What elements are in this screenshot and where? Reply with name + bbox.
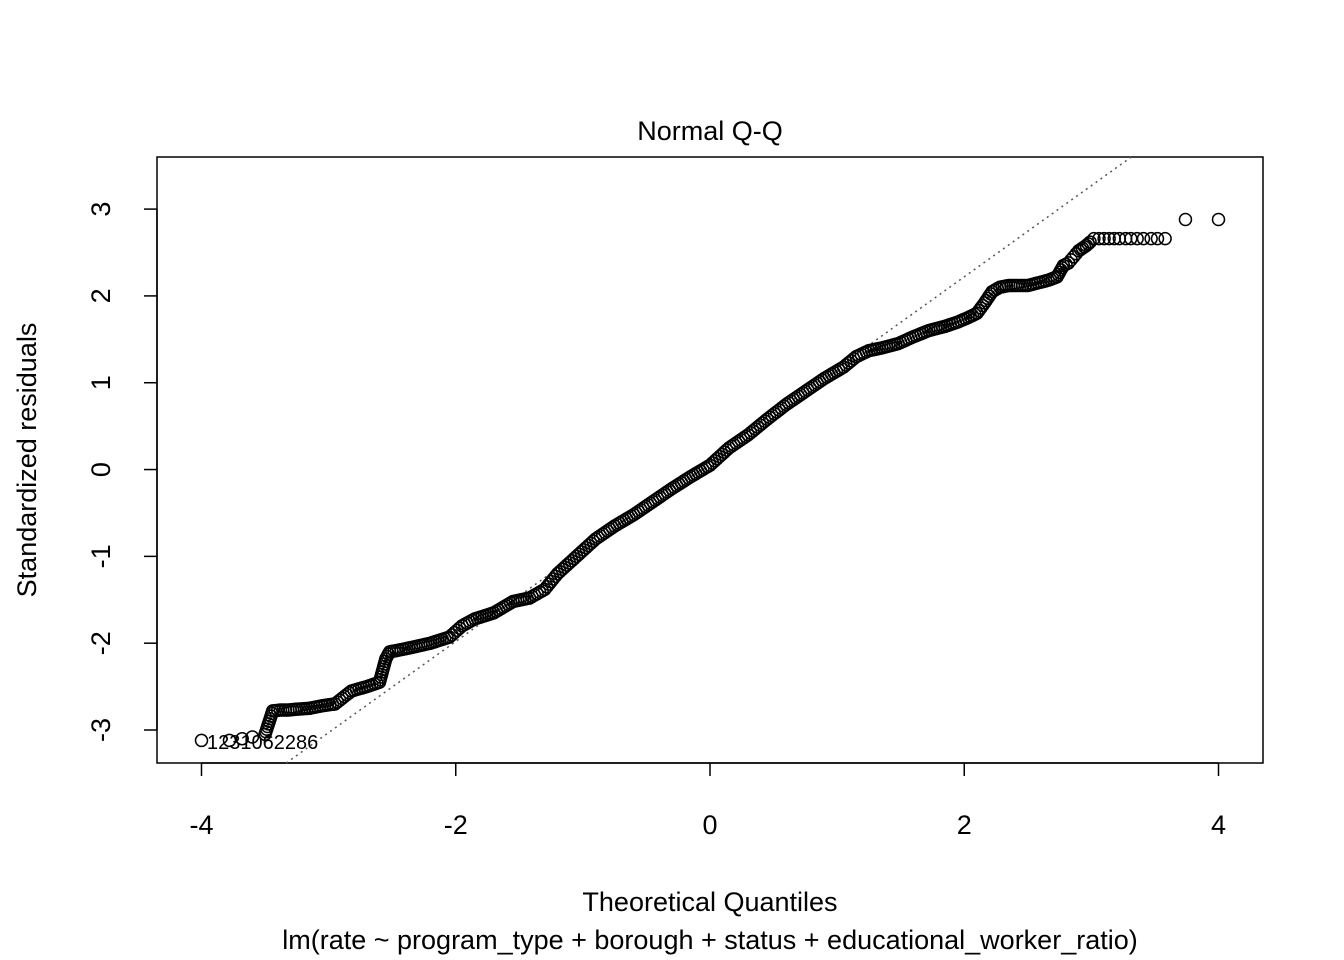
data-point <box>1107 231 1122 246</box>
data-point <box>1092 231 1106 246</box>
y-tick-label: 3 <box>86 202 116 217</box>
chart-title: Normal Q-Q <box>637 116 783 146</box>
data-point <box>245 730 260 744</box>
axes: -4 -2 0 2 4 -3 -2 -1 0 1 2 3 <box>86 202 1226 840</box>
data-point <box>258 727 272 742</box>
x-tick-label: -4 <box>189 810 213 840</box>
data-point <box>1158 231 1172 246</box>
data-point <box>1102 231 1116 246</box>
x-tick-label: 4 <box>1211 810 1226 840</box>
data-point <box>194 733 209 748</box>
y-tick-label: 0 <box>86 462 116 477</box>
model-formula-subtitle: lm(rate ~ program_type + borough + statu… <box>282 925 1137 955</box>
data-point <box>1150 231 1165 246</box>
x-tick-label: 0 <box>702 810 717 840</box>
y-tick-label: -1 <box>86 544 116 568</box>
x-tick-label: 2 <box>957 810 972 840</box>
x-tick-label: -2 <box>444 810 468 840</box>
y-axis-label: Standardized residuals <box>12 323 42 598</box>
x-axis-label: Theoretical Quantiles <box>582 887 837 917</box>
points <box>194 212 1226 748</box>
y-tick-label: -3 <box>86 718 116 742</box>
data-point <box>1211 212 1226 227</box>
data-point <box>222 733 237 748</box>
data-point <box>555 562 569 577</box>
y-tick-label: 1 <box>86 375 116 390</box>
data-point <box>1144 231 1158 246</box>
data-point <box>235 731 249 746</box>
outlier-labels: 1231062286 <box>207 732 318 754</box>
y-tick-label: 2 <box>86 288 116 303</box>
data-point <box>1073 242 1088 257</box>
data-point <box>1112 231 1127 246</box>
y-tick-label: -2 <box>86 631 116 655</box>
data-point <box>553 564 567 579</box>
data-point <box>1178 212 1193 227</box>
data-point <box>1097 231 1111 246</box>
plot-frame <box>156 156 1264 764</box>
